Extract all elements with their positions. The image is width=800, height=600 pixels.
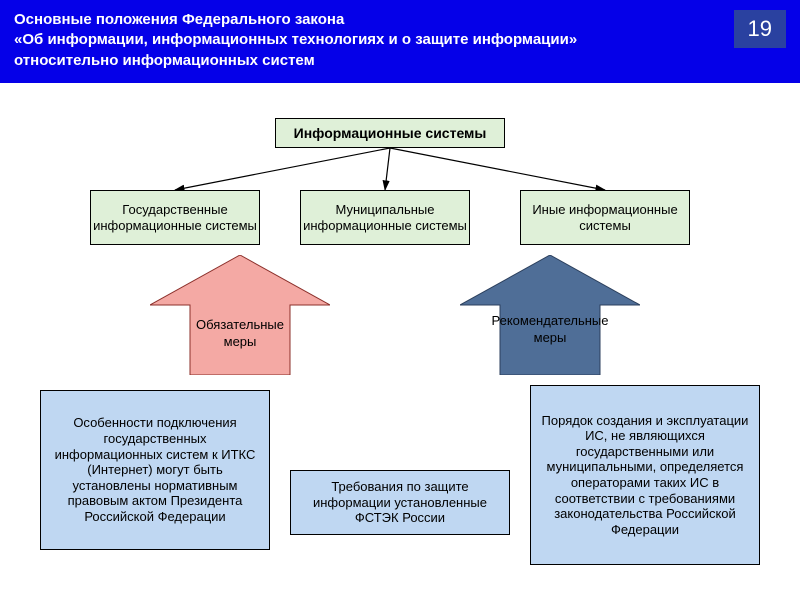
category-other: Иные информационные системы	[520, 190, 690, 245]
info-box-center: Требования по защите информации установл…	[290, 470, 510, 535]
header-line3: относительно информационных систем	[14, 52, 315, 69]
header-line2: «Об информации, информационных технологи…	[14, 31, 577, 48]
slide-header: Основные положения Федерального закона «…	[0, 0, 800, 83]
root-node: Информационные системы	[275, 118, 505, 148]
info-text: Особенности подключения государственных …	[49, 415, 261, 524]
info-box-right: Порядок создания и эксплуатации ИС, не я…	[530, 385, 760, 565]
arrow-recommended: Рекомендательные меры	[460, 255, 640, 375]
info-text: Требования по защите информации установл…	[299, 479, 501, 526]
category-label: Иные информационные системы	[521, 202, 689, 233]
page-number-badge: 19	[734, 10, 786, 48]
header-line1: Основные положения Федерального закона	[14, 11, 344, 28]
info-box-left: Особенности подключения государственных …	[40, 390, 270, 550]
arrow-mandatory-label: Обязательные меры	[150, 317, 330, 351]
arrow-mandatory: Обязательные меры	[150, 255, 330, 375]
category-muni: Муниципальные информационные системы	[300, 190, 470, 245]
category-gov: Государственные информационные системы	[90, 190, 260, 245]
category-label: Муниципальные информационные системы	[301, 202, 469, 233]
info-text: Порядок создания и эксплуатации ИС, не я…	[539, 413, 751, 538]
category-label: Государственные информационные системы	[91, 202, 259, 233]
arrow-recommended-label: Рекомендательные меры	[460, 313, 640, 347]
root-label: Информационные системы	[294, 125, 487, 142]
